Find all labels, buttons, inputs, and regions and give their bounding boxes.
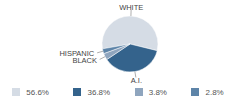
svg-text:BLACK: BLACK bbox=[72, 56, 97, 66]
html-text:2.8%: 2.8% bbox=[205, 87, 224, 97]
html-text:36.8%: 36.8% bbox=[87, 87, 111, 97]
html-text:3.8%: 3.8% bbox=[148, 87, 167, 97]
svg-text:WHITE: WHITE bbox=[119, 3, 143, 12]
svg-text:A.I.: A.I. bbox=[131, 76, 142, 85]
html-text:56.6%: 56.6% bbox=[26, 87, 49, 97]
svg-text:HISPANIC: HISPANIC bbox=[59, 49, 94, 58]
